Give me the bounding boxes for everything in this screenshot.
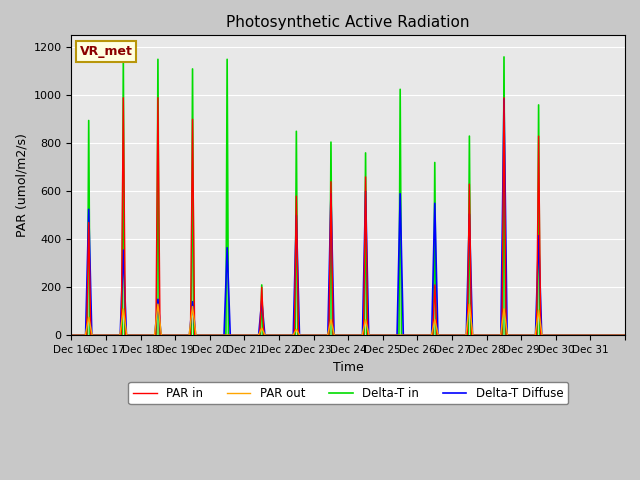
- Delta-T Diffuse: [182, 333, 190, 338]
- Delta-T in: [369, 333, 376, 338]
- PAR in: [369, 333, 376, 338]
- Line: PAR in: PAR in: [72, 98, 625, 336]
- Legend: PAR in, PAR out, Delta-T in, Delta-T Diffuse: PAR in, PAR out, Delta-T in, Delta-T Dif…: [129, 382, 568, 404]
- PAR out: [182, 333, 190, 338]
- Delta-T in: [621, 333, 629, 338]
- Delta-T Diffuse: [369, 333, 376, 338]
- Delta-T in: [527, 333, 535, 338]
- Delta-T Diffuse: [399, 289, 406, 295]
- PAR out: [527, 333, 535, 338]
- PAR in: [621, 333, 629, 338]
- Delta-T Diffuse: [527, 333, 535, 338]
- Line: Delta-T in: Delta-T in: [72, 57, 625, 336]
- Delta-T in: [541, 333, 549, 338]
- PAR in: [399, 333, 406, 338]
- Line: PAR out: PAR out: [72, 304, 625, 336]
- PAR in: [68, 333, 76, 338]
- Line: Delta-T Diffuse: Delta-T Diffuse: [72, 99, 625, 336]
- PAR out: [541, 333, 549, 338]
- Delta-T in: [182, 333, 190, 338]
- PAR in: [500, 108, 508, 114]
- Delta-T Diffuse: [541, 333, 549, 338]
- PAR out: [154, 301, 162, 307]
- PAR out: [68, 333, 76, 338]
- PAR out: [399, 333, 406, 338]
- Delta-T Diffuse: [500, 96, 508, 102]
- Delta-T in: [500, 54, 508, 60]
- PAR out: [500, 307, 508, 312]
- PAR out: [369, 333, 376, 338]
- PAR in: [120, 95, 127, 101]
- X-axis label: Time: Time: [333, 360, 364, 373]
- Text: VR_met: VR_met: [80, 45, 132, 58]
- Delta-T Diffuse: [500, 105, 508, 111]
- PAR in: [541, 333, 549, 338]
- Title: Photosynthetic Active Radiation: Photosynthetic Active Radiation: [227, 15, 470, 30]
- Y-axis label: PAR (umol/m2/s): PAR (umol/m2/s): [15, 133, 28, 237]
- Delta-T in: [68, 333, 76, 338]
- Delta-T in: [399, 333, 406, 338]
- Delta-T in: [500, 82, 508, 87]
- PAR in: [527, 333, 535, 338]
- PAR out: [621, 333, 629, 338]
- PAR in: [182, 333, 190, 338]
- Delta-T Diffuse: [68, 333, 76, 338]
- Delta-T Diffuse: [621, 333, 629, 338]
